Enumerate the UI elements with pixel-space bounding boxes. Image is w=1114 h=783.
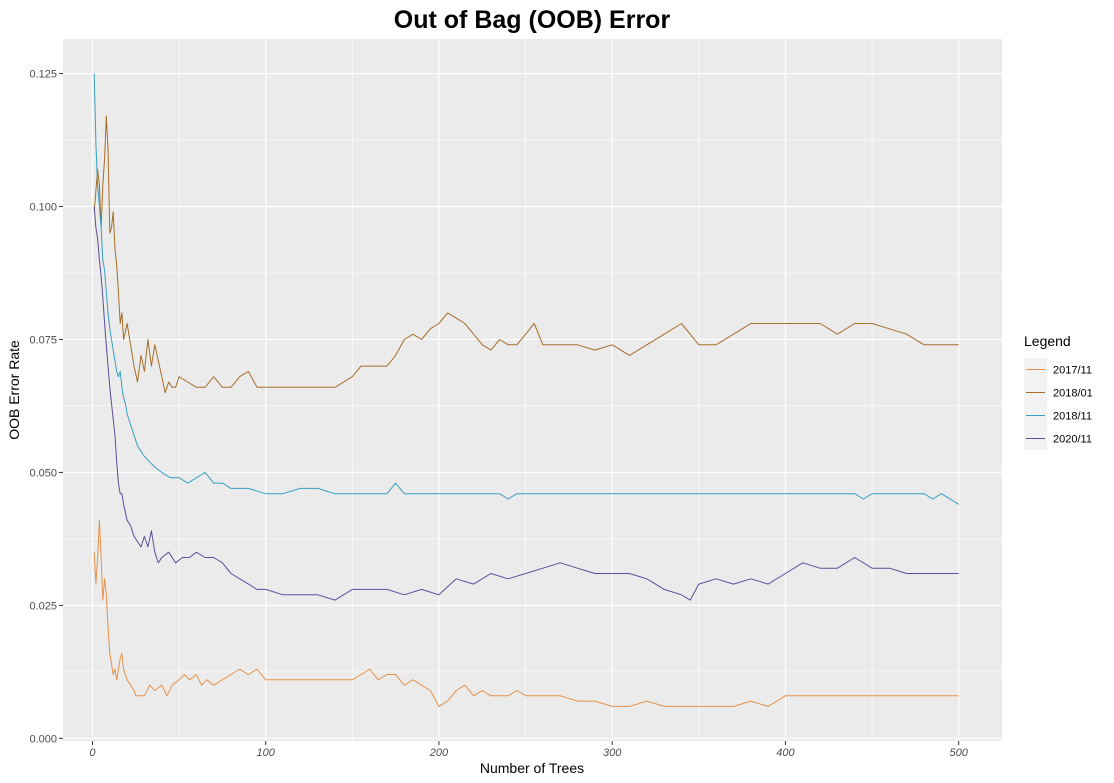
y-tick-label: 0.000 [29,733,57,745]
x-tick-label: 300 [603,747,622,759]
legend-items: 2017/11 2018/01 2018/11 2020/11 [1024,358,1093,450]
y-tick-label: 0.100 [29,202,57,214]
y-tick-label: 0.025 [29,600,57,612]
series-line-2017-11 [93,519,959,707]
legend-title: Legend [1024,333,1071,349]
x-tick-label: 400 [776,747,795,759]
legend-label: 2017/11 [1053,365,1092,377]
series-line-2018-11 [93,73,959,505]
series-layer [93,73,959,707]
legend-label: 2020/11 [1053,434,1092,446]
legend-label: 2018/11 [1053,411,1092,423]
legend-label: 2018/01 [1053,388,1093,400]
series-line-2020-11 [93,206,959,601]
y-tick-label: 0.050 [29,467,57,479]
series-line-2018-01 [93,115,959,394]
legend: Legend 2017/11 2018/01 2018/11 2020/11 [1024,333,1093,450]
x-tick-label: 0 [89,747,96,759]
x-axis-title: Number of Trees [480,760,584,776]
plot-panel [63,39,1002,741]
x-tick-label: 200 [429,747,449,759]
y-tick-label: 0.125 [29,69,57,81]
grid-layer [63,39,1002,741]
x-tick-label: 500 [950,747,969,759]
chart-title: Out of Bag (OOB) Error [394,6,671,34]
y-axis-title: OOB Error Rate [6,340,22,440]
axis-layer: 0 100 200 300 400 500 0.000 0.025 0.050 0.075 0.10… [29,69,968,759]
y-tick-label: 0.075 [29,334,57,346]
x-tick-label: 100 [257,747,276,759]
